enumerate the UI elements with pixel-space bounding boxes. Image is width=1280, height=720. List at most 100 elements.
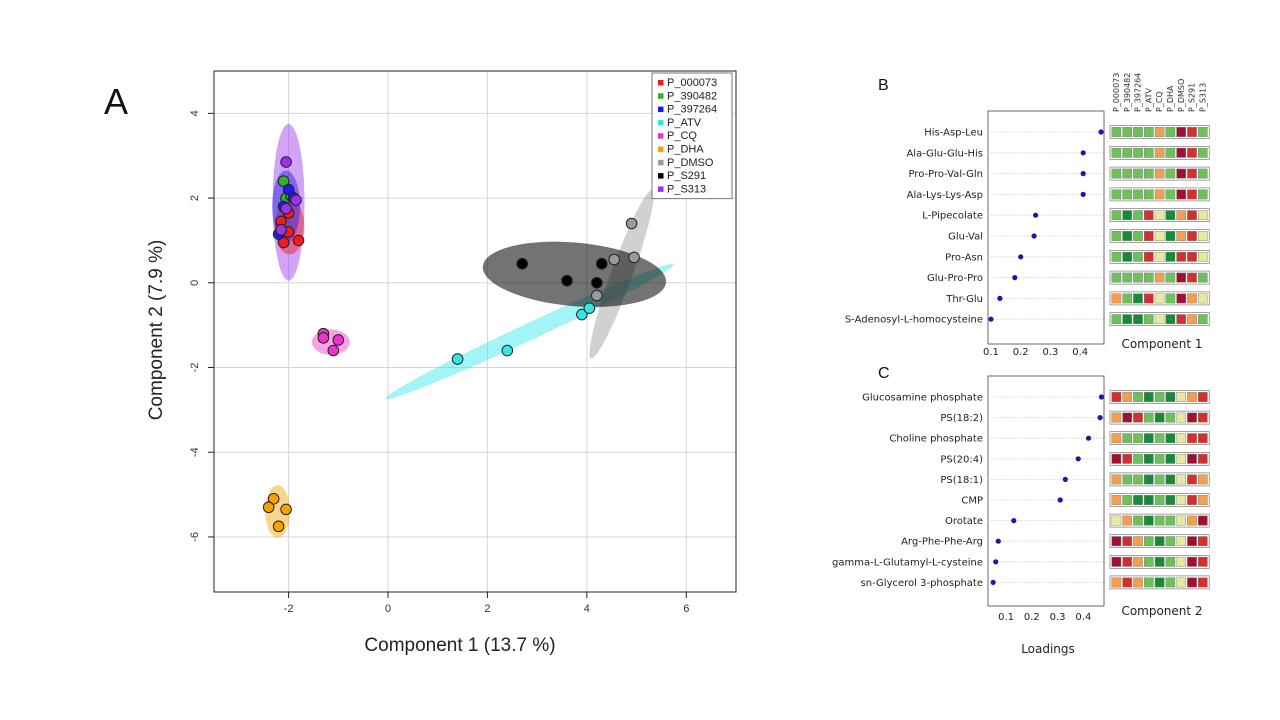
heatmap-column-label: P_ATV	[1144, 87, 1153, 112]
metabolite-label: Glu-Pro-Pro	[927, 273, 983, 284]
heatmap-cell	[1176, 189, 1186, 200]
heatmap-cell	[1111, 189, 1122, 200]
heatmap-cell	[1165, 392, 1176, 402]
heatmap-cell	[1154, 168, 1165, 179]
heatmap-cell	[1143, 314, 1154, 325]
heatmap-cell	[1176, 556, 1186, 567]
loading-dot	[990, 579, 996, 586]
heatmap-cell	[1197, 231, 1208, 241]
heatmap-cell	[1122, 147, 1132, 158]
legend-swatch	[658, 173, 664, 179]
heatmap-cell	[1122, 536, 1132, 547]
heatmap-cell	[1111, 474, 1122, 485]
heatmap-cell	[1154, 272, 1165, 283]
heatmap-cell	[1154, 577, 1165, 588]
heatmap-cell	[1122, 556, 1132, 567]
heatmap-cell	[1122, 210, 1132, 221]
x-tick-label: 0	[385, 603, 391, 615]
heatmap-cell	[1176, 536, 1186, 547]
heatmap-cell	[1122, 577, 1132, 588]
legend-label: P_000073	[667, 77, 717, 89]
heatmap-cell	[1111, 433, 1122, 444]
heatmap-cell	[1111, 556, 1122, 567]
heatmap-cell	[1176, 577, 1186, 588]
point-p-atv	[576, 308, 588, 321]
metabolite-label: Thr-Glu	[945, 294, 983, 305]
heatmap-cell	[1187, 474, 1197, 485]
loading-dot	[1018, 254, 1024, 260]
component1-title: Component 1	[1121, 337, 1202, 351]
heatmap-cell	[1154, 147, 1165, 158]
heatmap-cell	[1143, 453, 1154, 464]
heatmap-cell	[1154, 293, 1165, 304]
point-p-s291	[591, 276, 603, 289]
heatmap-cell	[1133, 453, 1143, 464]
heatmap-cell	[1197, 412, 1208, 423]
loading-tick-label: 0.4	[1075, 612, 1091, 623]
legend-label: P_CQ	[667, 130, 697, 142]
heatmap-cell	[1154, 556, 1165, 567]
heatmap-cell	[1154, 392, 1165, 402]
metabolite-label: Ala-Glu-Glu-His	[906, 148, 983, 159]
heatmap-cell	[1111, 168, 1122, 179]
heatmap-cell	[1111, 314, 1122, 325]
heatmap-cell	[1176, 251, 1186, 262]
point-p-dha	[272, 520, 285, 533]
loading-dot	[995, 538, 1001, 544]
heatmap-cell	[1133, 189, 1143, 200]
heatmap-cell	[1187, 127, 1197, 137]
heatmap-cell	[1143, 433, 1154, 444]
loading-dot	[1011, 518, 1017, 524]
loadings-frame	[987, 375, 1105, 607]
heatmap-cell	[1165, 577, 1176, 588]
heatmap-cell	[1143, 412, 1154, 423]
legend-label: P_S291	[667, 170, 706, 182]
heatmap-cell	[1165, 231, 1176, 241]
metabolite-label: Choline phosphate	[889, 434, 983, 445]
heatmap-cell	[1165, 168, 1176, 179]
heatmap-column-label: P_CQ	[1155, 91, 1164, 112]
heatmap-cell	[1111, 127, 1122, 137]
heatmap-cell	[1197, 433, 1208, 444]
legend-swatch	[658, 93, 664, 99]
heatmap-cell	[1187, 515, 1197, 526]
metabolite-label: gamma-L-Glutamyl-L-cysteine	[832, 557, 983, 568]
heatmap-cell	[1122, 433, 1132, 444]
heatmap-cell	[1143, 577, 1154, 588]
score-x-ticks: -2 0 2 4 6	[284, 592, 689, 615]
loading-dot	[1098, 394, 1105, 400]
y-tick-label: -4	[189, 447, 201, 457]
metabolite-label: PS(20:4)	[940, 454, 983, 465]
heatmap-cell	[1197, 189, 1208, 200]
heatmap-cell	[1133, 231, 1143, 241]
heatmap-cell	[1176, 168, 1186, 179]
loading-dot	[1032, 212, 1039, 218]
metabolite-label: Ala-Lys-Lys-Asp	[907, 190, 983, 201]
heatmap-cell	[1176, 210, 1186, 221]
point-p-000073	[277, 236, 290, 249]
point-p-dmso	[608, 253, 621, 266]
heatmap-cell	[1187, 433, 1197, 444]
heatmap-cell	[1154, 515, 1165, 526]
heatmap-cell	[1165, 314, 1176, 325]
metabolite-label: Glucosamine phosphate	[862, 393, 983, 404]
heatmap-cell	[1187, 272, 1197, 283]
loading-dot	[1080, 171, 1086, 177]
loading-dot	[1080, 191, 1086, 197]
point-p-s313	[280, 202, 292, 215]
heatmap-cell	[1187, 412, 1197, 423]
heatmap-cell	[1197, 495, 1208, 505]
heatmap-cell	[1133, 272, 1143, 283]
heatmap-cell	[1111, 147, 1122, 158]
heatmap-cell	[1176, 412, 1186, 423]
point-p-dha	[267, 493, 280, 505]
heatmap-cell	[1111, 495, 1122, 505]
heatmap-cell	[1165, 210, 1176, 221]
heatmap-cell	[1176, 392, 1186, 402]
heatmap-cell	[1143, 168, 1154, 179]
heatmap-cell	[1187, 210, 1197, 221]
x-tick-label: -2	[284, 603, 294, 615]
heatmap-column-label: P_S291	[1188, 83, 1197, 112]
heatmap-cell	[1133, 577, 1143, 588]
component1-dot-plot: His-Asp-Leu Ala-Glu-Glu-His Pro-Pro-Val-Gl…	[845, 110, 1105, 358]
